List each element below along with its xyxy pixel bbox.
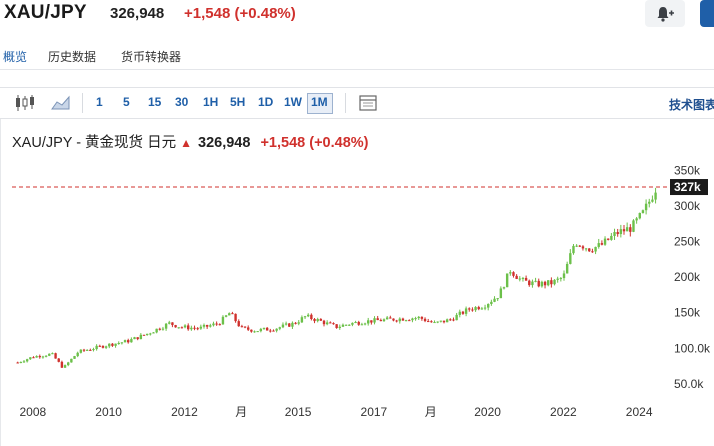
add-alert-button[interactable] bbox=[645, 0, 685, 27]
technical-chart-link[interactable]: 技术图表 bbox=[669, 98, 714, 112]
page-tabs: 概览 历史数据 货币转换器 bbox=[0, 46, 714, 72]
chart-frame bbox=[0, 119, 714, 446]
chart-title-symbol: XAU/JPY - 黄金现货 日元 bbox=[12, 135, 177, 151]
tab-overview[interactable]: 概览 bbox=[3, 50, 28, 64]
toolbar-separator bbox=[345, 93, 346, 113]
quote-header: XAU/JPY 326,948 +1,548 (+0.48%) bbox=[0, 0, 714, 32]
tab-currency-converter[interactable]: 货币转换器 bbox=[121, 50, 182, 64]
bell-plus-icon bbox=[657, 6, 674, 22]
symbol-title: XAU/JPY bbox=[4, 2, 87, 23]
timeframe-1h[interactable]: 1H bbox=[203, 95, 219, 109]
timeframe-1[interactable]: 1 bbox=[96, 95, 103, 109]
timeframe-5h[interactable]: 5H bbox=[230, 95, 246, 109]
chart-title-price: 326,948 bbox=[198, 135, 251, 151]
primary-action-button-edge[interactable] bbox=[700, 0, 714, 27]
timeframe-15[interactable]: 15 bbox=[148, 95, 162, 109]
last-price: 326,948 bbox=[110, 5, 165, 22]
timeframe-30[interactable]: 30 bbox=[175, 95, 189, 109]
chart-title: XAU/JPY - 黄金现货 日元 ▲ 326,948 +1,548 (+0.48… bbox=[12, 131, 369, 152]
timeframe-1m[interactable]: 1M bbox=[311, 95, 328, 109]
timeframe-1w[interactable]: 1W bbox=[284, 95, 302, 109]
chart-settings-icon[interactable] bbox=[357, 93, 379, 113]
area-chart-icon[interactable] bbox=[50, 93, 72, 113]
chart-title-change: +1,548 (+0.48%) bbox=[260, 135, 369, 151]
chart-toolbar: 1 5 15 30 1H 5H 1D 1W 1M 技术图表 bbox=[0, 87, 714, 119]
candlestick-icon[interactable] bbox=[14, 93, 36, 113]
toolbar-separator bbox=[82, 93, 83, 113]
tab-historical-data[interactable]: 历史数据 bbox=[48, 50, 97, 64]
timeframe-1d[interactable]: 1D bbox=[258, 95, 274, 109]
timeframe-selected-highlight bbox=[307, 93, 333, 114]
price-change: +1,548 (+0.48%) bbox=[184, 5, 296, 22]
tabs-divider bbox=[0, 69, 714, 70]
up-arrow-icon: ▲ bbox=[180, 136, 192, 150]
timeframe-5[interactable]: 5 bbox=[123, 95, 130, 109]
